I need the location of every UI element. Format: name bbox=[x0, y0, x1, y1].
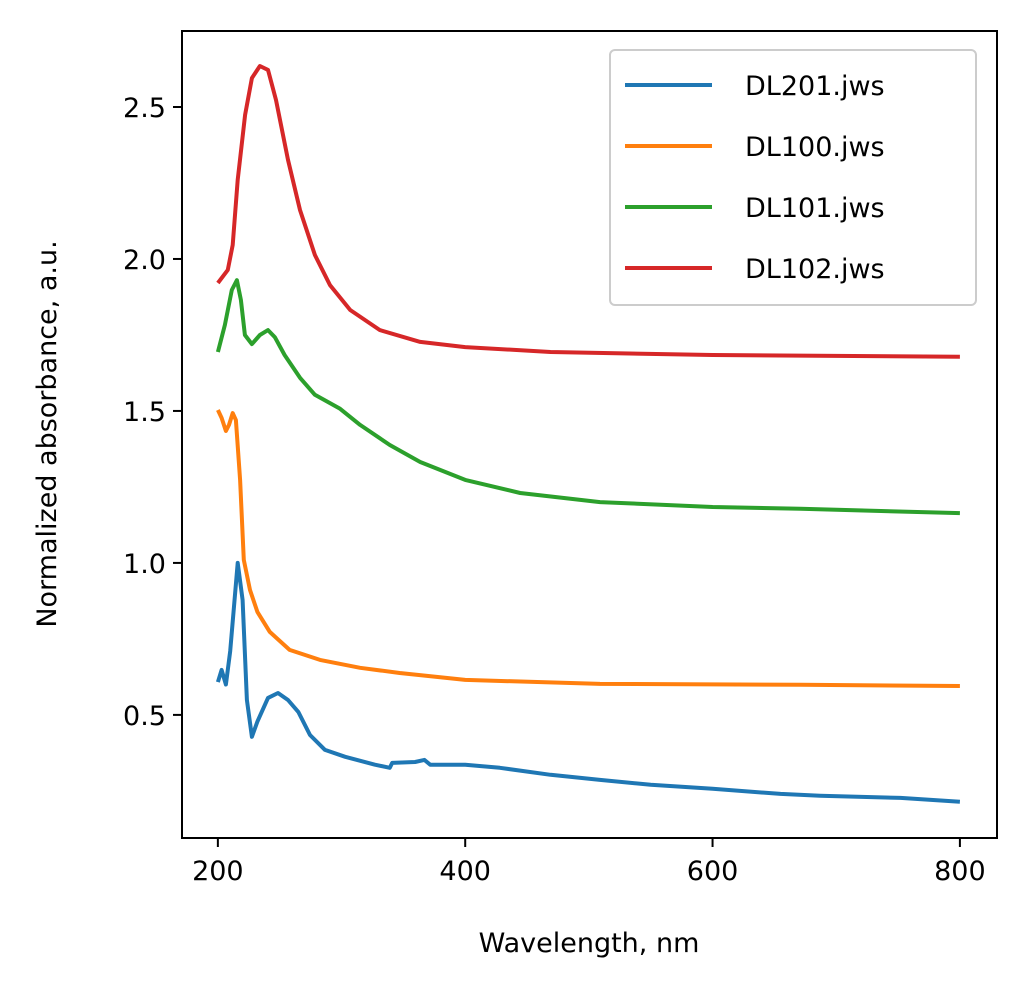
y-tick-label: 2.5 bbox=[123, 93, 166, 124]
y-axis: 0.5 1.0 1.5 2.0 2.5 bbox=[123, 93, 182, 732]
x-axis: 200 400 600 800 bbox=[192, 838, 986, 887]
x-axis-label: Wavelength, nm bbox=[479, 928, 700, 959]
x-tick-label: 200 bbox=[192, 856, 244, 887]
legend-label: DL102.jws bbox=[745, 254, 885, 285]
plot-frame bbox=[181, 30, 998, 839]
x-tick-label: 400 bbox=[439, 856, 491, 887]
series-line-DL102.jws bbox=[216, 64, 960, 359]
y-tick-label: 1.5 bbox=[123, 397, 166, 428]
y-axis-label: Normalized absorbance, a.u. bbox=[32, 240, 63, 627]
series-line-DL201.jws bbox=[215, 560, 961, 804]
legend-box bbox=[609, 49, 977, 306]
y-tick-label: 0.5 bbox=[123, 701, 166, 732]
series-line-DL101.jws bbox=[215, 278, 960, 516]
series-line-DL100.jws bbox=[216, 409, 960, 688]
legend-label: DL101.jws bbox=[745, 193, 885, 224]
y-tick-label: 2.0 bbox=[123, 245, 166, 276]
x-tick-label: 600 bbox=[687, 856, 739, 887]
legend-label: DL100.jws bbox=[745, 132, 885, 163]
x-tick-label: 800 bbox=[934, 856, 986, 887]
series-layer bbox=[215, 64, 961, 804]
legend: DL201.jws DL100.jws DL101.jws DL102.jws bbox=[609, 49, 977, 306]
legend-label: DL201.jws bbox=[745, 71, 885, 102]
y-tick-label: 1.0 bbox=[123, 549, 166, 580]
